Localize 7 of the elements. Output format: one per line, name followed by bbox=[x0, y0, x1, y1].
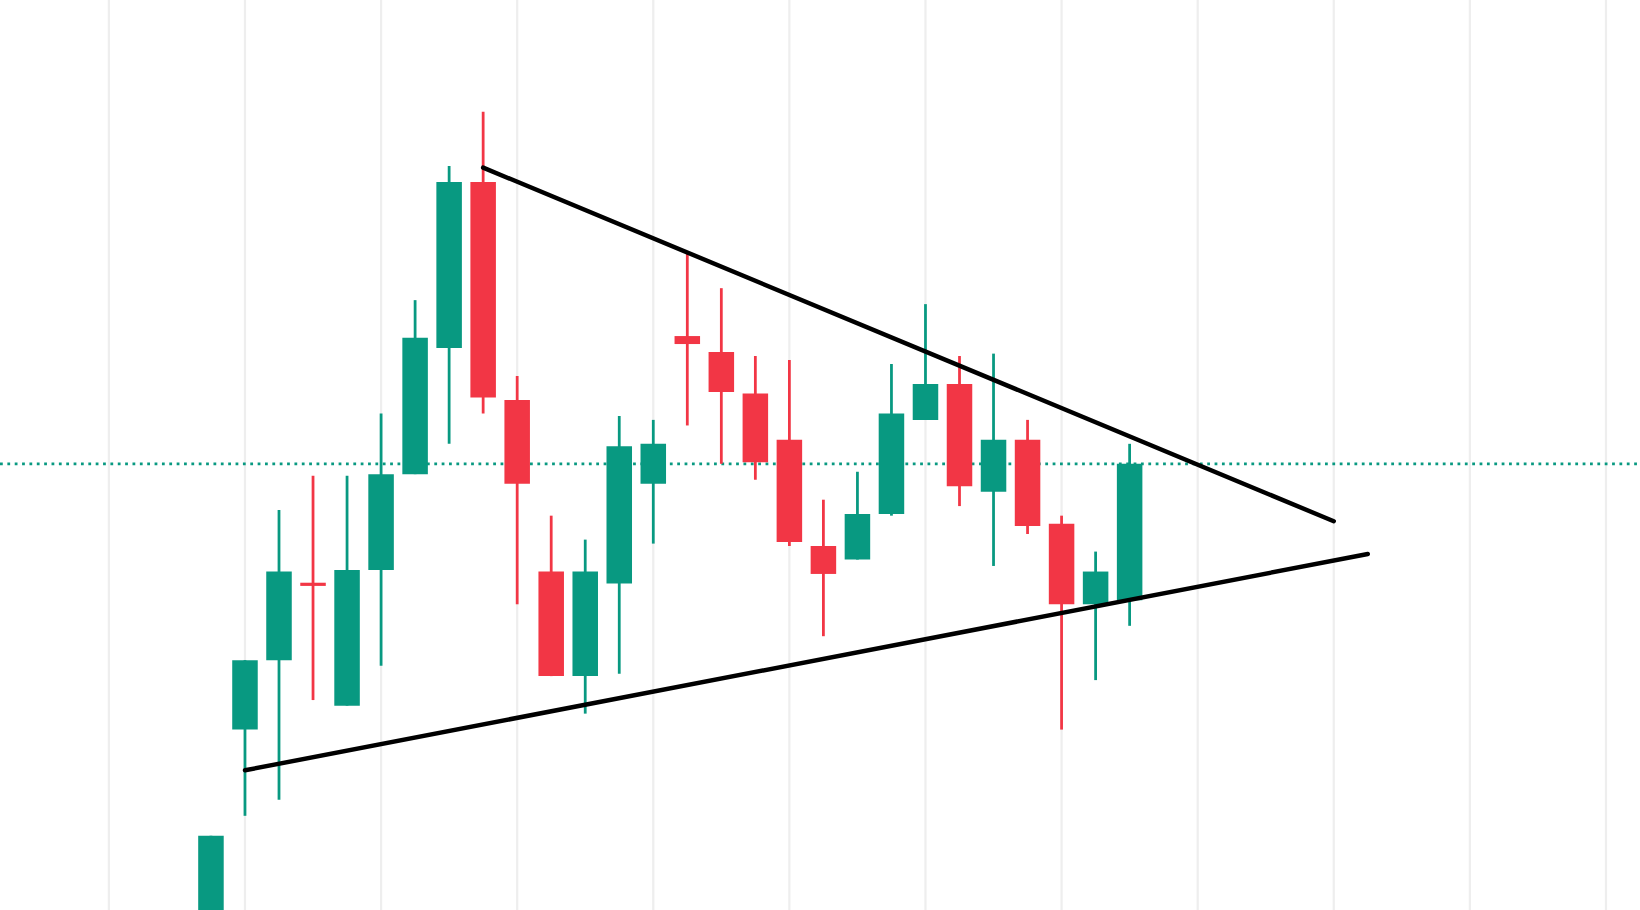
candlestick bbox=[708, 286, 735, 466]
candlestick bbox=[844, 470, 871, 561]
candlestick bbox=[912, 302, 939, 422]
candlestick bbox=[810, 498, 837, 638]
candlestick bbox=[1082, 550, 1109, 682]
candlestick bbox=[674, 252, 701, 427]
candlestick bbox=[300, 474, 326, 702]
